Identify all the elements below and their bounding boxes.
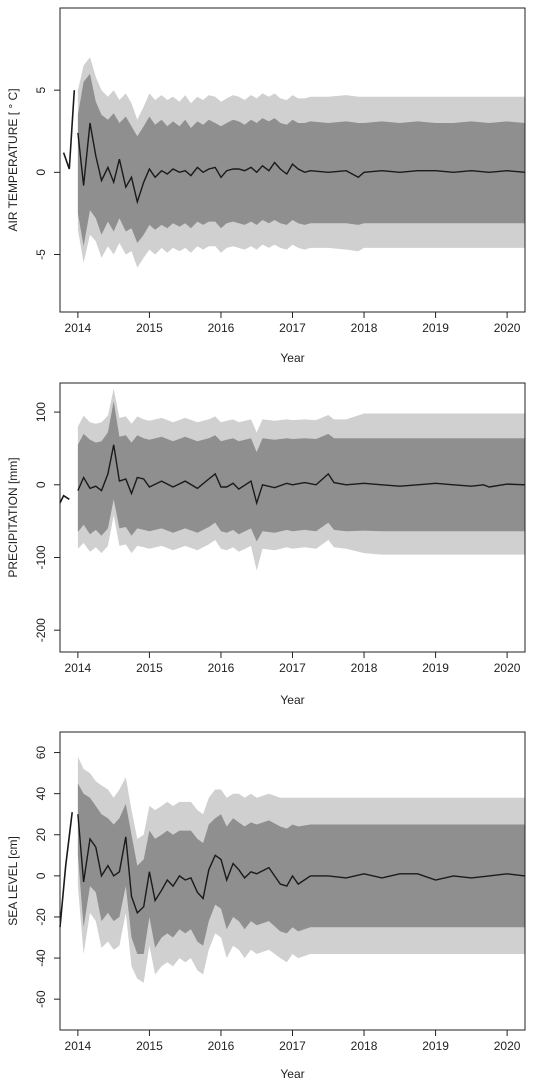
precipitation-x-tick-label: 2020 bbox=[494, 661, 521, 675]
sea-level-y-tick-label: -40 bbox=[34, 949, 48, 967]
sea-level-observed-line bbox=[59, 812, 73, 928]
sea-level-x-tick-label: 2018 bbox=[351, 1039, 378, 1053]
sea-level-y-tick-label: -60 bbox=[34, 990, 48, 1008]
air-temperature-y-tick-label: 5 bbox=[34, 87, 48, 94]
air-temperature-x-tick-label: 2014 bbox=[65, 321, 92, 335]
sea-level-x-tick-label: 2014 bbox=[65, 1039, 92, 1053]
sea-level-x-tick-label: 2016 bbox=[208, 1039, 235, 1053]
precipitation-observed-line bbox=[59, 494, 70, 504]
air-temperature-bands bbox=[77, 57, 526, 268]
precipitation-lines bbox=[59, 444, 526, 506]
sea-level-bands bbox=[77, 756, 526, 983]
air-temperature-inner-band bbox=[77, 73, 526, 247]
air-temperature-y-tick-label: 0 bbox=[34, 169, 48, 176]
precipitation-x-tick-label: 2019 bbox=[422, 661, 449, 675]
air-temperature-x-tick-label: 2019 bbox=[422, 321, 449, 335]
sea-level-y-tick-label: 40 bbox=[34, 787, 48, 801]
sea-level-lines bbox=[59, 812, 526, 928]
sea-level-axes: 2014 2015 2016 2017 2018 2019 2020 -60 -40 -20 0 20… bbox=[34, 746, 521, 1053]
precipitation-x-axis-title: Year bbox=[280, 693, 304, 707]
precipitation-forecast-line bbox=[77, 444, 526, 506]
air-temperature-x-tick-label: 2017 bbox=[279, 321, 306, 335]
sea-level-x-tick-label: 2015 bbox=[136, 1039, 163, 1053]
sea-level-forecast-line bbox=[77, 814, 526, 915]
air-temperature-panel: 2014 2015 2016 2017 2018 2019 2020 -5 0 5 Year AI… bbox=[6, 7, 526, 365]
air-temperature-forecast-line bbox=[77, 122, 526, 205]
precipitation-axes: 2014 2015 2016 2017 2018 2019 2020 -200 -100 0 100 bbox=[34, 402, 521, 675]
precipitation-y-tick-label: -200 bbox=[34, 618, 48, 642]
precipitation-y-axis-title: PRECIPITATION [mm] bbox=[6, 457, 20, 577]
sea-level-y-tick-label: 20 bbox=[34, 828, 48, 842]
sea-level-x-tick-label: 2020 bbox=[494, 1039, 521, 1053]
precipitation-inner-band bbox=[77, 401, 526, 542]
air-temperature-x-tick-label: 2015 bbox=[136, 321, 163, 335]
air-temperature-lines bbox=[62, 90, 526, 205]
air-temperature-x-tick-label: 2020 bbox=[494, 321, 521, 335]
precipitation-y-tick-label: -100 bbox=[34, 545, 48, 569]
precipitation-x-tick-label: 2014 bbox=[65, 661, 92, 675]
precipitation-x-tick-label: 2018 bbox=[351, 661, 378, 675]
precipitation-y-tick-label: 0 bbox=[34, 481, 48, 488]
sea-level-panel: 2014 2015 2016 2017 2018 2019 2020 -60 -40 -20 0 20… bbox=[6, 731, 526, 1081]
sea-level-y-tick-label: 0 bbox=[34, 872, 48, 879]
sea-level-x-tick-label: 2019 bbox=[422, 1039, 449, 1053]
sea-level-inner-band bbox=[77, 783, 526, 954]
precipitation-x-tick-label: 2015 bbox=[136, 661, 163, 675]
precipitation-x-tick-label: 2017 bbox=[279, 661, 306, 675]
air-temperature-y-tick-label: -5 bbox=[34, 249, 48, 260]
sea-level-y-axis-title: SEA LEVEL [cm] bbox=[6, 836, 20, 926]
sea-level-x-tick-label: 2017 bbox=[279, 1039, 306, 1053]
precipitation-panel: 2014 2015 2016 2017 2018 2019 2020 -200 -100 0 100… bbox=[6, 382, 526, 707]
precipitation-bands bbox=[77, 388, 526, 571]
air-temperature-x-axis-title: Year bbox=[280, 351, 304, 365]
air-temperature-observed-line bbox=[62, 90, 76, 170]
sea-level-x-axis-title: Year bbox=[280, 1067, 304, 1081]
air-temperature-y-axis-title: AIR TEMPERATURE [ ° C] bbox=[6, 88, 20, 231]
precipitation-y-tick-label: 100 bbox=[34, 402, 48, 422]
air-temperature-x-tick-label: 2016 bbox=[208, 321, 235, 335]
air-temperature-x-tick-label: 2018 bbox=[351, 321, 378, 335]
precipitation-x-tick-label: 2016 bbox=[208, 661, 235, 675]
air-temperature-axes: 2014 2015 2016 2017 2018 2019 2020 -5 0 5 bbox=[34, 87, 521, 335]
sea-level-y-tick-label: 60 bbox=[34, 746, 48, 760]
sea-level-y-tick-label: -20 bbox=[34, 908, 48, 926]
